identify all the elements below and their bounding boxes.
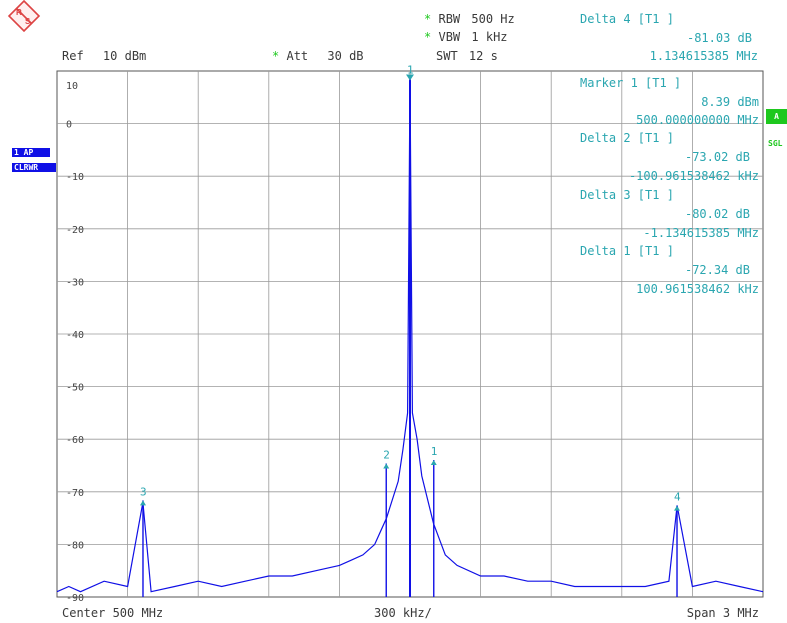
y-tick-label: -80 [66, 540, 84, 551]
svg-text:R: R [16, 8, 22, 17]
ref-value: 10 dBm [102, 49, 147, 63]
marker-symbol [406, 74, 414, 81]
y-tick-label: -70 [66, 488, 84, 499]
rbw-label: RBW [438, 12, 461, 26]
trace-mode-tag[interactable]: CLRWR [12, 163, 56, 172]
y-tick-label: -50 [66, 383, 84, 394]
readout-freq: -1.134615385 MHz [643, 226, 759, 240]
ref-label: Ref [62, 49, 84, 63]
readout-freq: -100.961538462 kHz [628, 169, 759, 183]
readout-freq: 500.000000000 MHz [636, 113, 759, 127]
vbw-value: 1 kHz [471, 30, 508, 44]
readout-level: 8.39 dBm [701, 95, 759, 109]
readout-title: Delta 1 [T1 ] [580, 244, 674, 258]
y-tick-label: -60 [66, 435, 84, 446]
brand-logo: R S [2, 0, 46, 33]
spectrum-trace [56, 79, 764, 593]
readout-title: Delta 3 [T1 ] [580, 188, 674, 202]
y-tick-label: 10 [66, 81, 78, 92]
readout-level: -80.02 dB [684, 207, 750, 221]
att-label: Att [286, 49, 309, 63]
frequency-span: Span 3 MHz [686, 606, 759, 620]
readout-title: Delta 2 [T1 ] [580, 131, 674, 145]
marker-label: 3 [140, 485, 147, 498]
attenuation: * Att 30 dB [272, 49, 364, 63]
swt-value: 12 s [468, 49, 498, 63]
marker-symbol [139, 500, 146, 506]
y-tick-label: -10 [66, 172, 84, 183]
vbw-row: * VBW 1 kHz [424, 30, 508, 44]
marker-label: 1 [407, 63, 414, 76]
marker-symbol [383, 463, 390, 469]
single-sweep-label: SGL [768, 139, 783, 148]
ref-level: Ref 10 dBm [62, 49, 146, 63]
marker-label: 2 [383, 449, 390, 462]
marker-symbol [430, 459, 437, 465]
y-tick-label: 0 [66, 120, 72, 131]
star-icon: * [424, 30, 432, 44]
readout-title: Marker 1 [T1 ] [580, 76, 682, 90]
frequency-per-division: 300 kHz/ [374, 606, 432, 620]
y-tick-label: -40 [66, 330, 84, 341]
svg-text:S: S [25, 17, 31, 26]
marker-label: 4 [674, 491, 681, 504]
sweep-status-tag[interactable]: A [766, 109, 787, 124]
readout-title: Delta 4 [T1 ] [580, 12, 674, 26]
readout-freq: 1.134615385 MHz [649, 49, 758, 63]
rbw-row: * RBW 500 Hz [424, 12, 515, 26]
marker-label: 1 [431, 445, 438, 458]
vbw-label: VBW [438, 30, 461, 44]
readout-level: -73.02 dB [684, 150, 750, 164]
rbw-value: 500 Hz [471, 12, 515, 26]
marker-symbol [674, 505, 681, 511]
star-icon: * [424, 12, 432, 26]
readout-level: -81.03 dB [686, 31, 752, 45]
star-icon: * [272, 49, 280, 63]
readout-freq: 100.961538462 kHz [636, 282, 759, 296]
y-tick-label: -90 [66, 593, 84, 604]
swt-label: SWT [436, 49, 458, 63]
att-value: 30 dB [327, 49, 364, 63]
trace-tag[interactable]: 1 AP [12, 148, 50, 157]
center-frequency: Center 500 MHz [62, 606, 164, 620]
y-tick-label: -20 [66, 225, 84, 236]
readout-level: -72.34 dB [684, 263, 750, 277]
y-tick-label: -30 [66, 277, 84, 288]
sweep-time: SWT 12 s [436, 49, 498, 63]
